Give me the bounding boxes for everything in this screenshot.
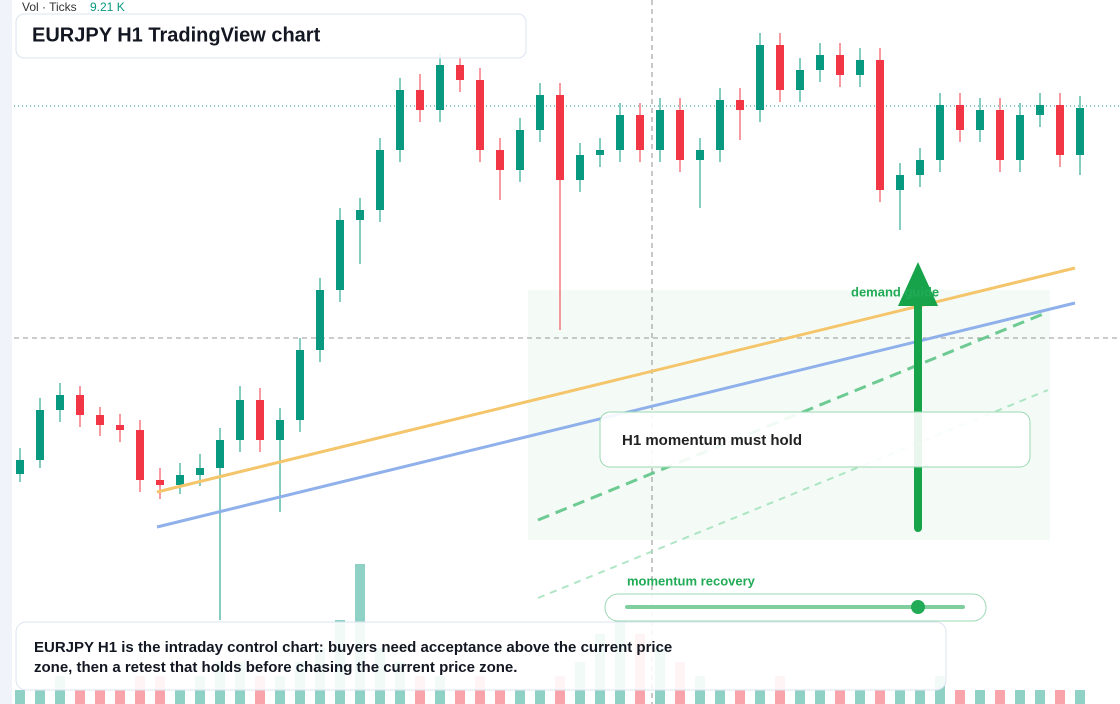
volume-bar	[495, 690, 505, 704]
volume-bar	[1015, 690, 1025, 704]
candle-body	[56, 395, 64, 410]
volume-bar	[795, 690, 805, 704]
candle-body	[956, 105, 964, 130]
candle-body	[296, 350, 304, 420]
candle-body	[216, 440, 224, 468]
arrow-head	[898, 262, 938, 306]
candle-body	[656, 110, 664, 150]
volume-bar	[875, 690, 885, 704]
candle-body	[596, 150, 604, 155]
volume-bar	[515, 690, 525, 704]
candle-body	[696, 150, 704, 160]
candle-body	[76, 395, 84, 415]
candle-body	[396, 90, 404, 150]
candle-body	[1016, 115, 1024, 160]
title-box	[15, 13, 527, 59]
candle-body	[516, 130, 524, 170]
callout-box	[599, 411, 1031, 468]
candle-body	[716, 100, 724, 150]
volume-label: Vol · Ticks	[22, 0, 77, 14]
candle-body	[876, 60, 884, 190]
candle-body	[476, 80, 484, 150]
candle-body	[836, 55, 844, 75]
candle-body	[496, 150, 504, 170]
candle-body	[856, 60, 864, 75]
candle-body	[1056, 105, 1064, 155]
candle-body	[976, 110, 984, 130]
candle-body	[916, 160, 924, 175]
volume-bar	[815, 690, 825, 704]
candle-body	[436, 65, 444, 110]
candle-body	[776, 45, 784, 90]
volume-bar	[1055, 690, 1065, 704]
candle-body	[556, 95, 564, 180]
volume-bar	[75, 690, 85, 704]
candle-body	[376, 150, 384, 210]
candle-body	[316, 290, 324, 350]
candle-body	[36, 410, 44, 460]
candle-body	[896, 175, 904, 190]
candle-body	[456, 65, 464, 80]
volume-bar	[715, 690, 725, 704]
candle-body	[636, 115, 644, 150]
candle-body	[816, 55, 824, 70]
candle-body	[16, 460, 24, 474]
candle-body	[176, 475, 184, 485]
volume-bar	[455, 690, 465, 704]
candle-body	[276, 420, 284, 440]
volume-bar	[1035, 690, 1045, 704]
volume-value: 9.21 K	[90, 0, 125, 14]
candle-body	[996, 110, 1004, 160]
candle-body	[676, 110, 684, 160]
candle-body	[756, 45, 764, 110]
caption-line: EURJPY H1 is the intraday control chart:…	[34, 639, 672, 656]
candle-body	[576, 155, 584, 180]
volume-bar	[935, 676, 945, 704]
candle-body	[96, 415, 104, 425]
candle-body	[1036, 105, 1044, 115]
volume-bar	[175, 690, 185, 704]
zone-label: demand guide	[851, 284, 939, 299]
volume-bar	[975, 690, 985, 704]
caption-line: zone, then a retest that holds before ch…	[34, 659, 517, 676]
volume-bar	[955, 690, 965, 704]
volume-bar	[735, 690, 745, 704]
candle-body	[136, 430, 144, 480]
volume-bar	[535, 690, 545, 704]
volume-bar	[35, 690, 45, 704]
volume-bar	[835, 690, 845, 704]
candle-body	[116, 425, 124, 430]
callout-text: H1 momentum must hold	[622, 432, 802, 449]
candle-body	[156, 480, 164, 485]
slider-label: momentum recovery	[627, 573, 756, 588]
candle-body	[536, 95, 544, 130]
volume-bar	[95, 690, 105, 704]
slider-knob	[911, 600, 925, 614]
candle-body	[336, 220, 344, 290]
caption-box	[15, 621, 947, 691]
volume-bar	[895, 690, 905, 704]
candle-body	[256, 400, 264, 440]
candle-body	[736, 100, 744, 110]
volume-bar	[995, 690, 1005, 704]
candle-body	[236, 400, 244, 440]
volume-bar	[915, 690, 925, 704]
volume-bar	[1075, 690, 1085, 704]
candle-body	[356, 210, 364, 220]
candle-body	[1076, 108, 1084, 155]
candle-body	[416, 90, 424, 110]
candle-layer	[16, 33, 1084, 620]
volume-bar	[15, 690, 25, 704]
left-strip	[0, 0, 12, 704]
volume-bar	[115, 690, 125, 704]
candle-body	[616, 115, 624, 150]
chart-title: EURJPY H1 TradingView chart	[32, 24, 321, 46]
volume-bar	[855, 690, 865, 704]
candle-body	[936, 105, 944, 160]
candle-body	[196, 468, 204, 475]
candle-body	[796, 70, 804, 90]
volume-bar	[755, 690, 765, 704]
